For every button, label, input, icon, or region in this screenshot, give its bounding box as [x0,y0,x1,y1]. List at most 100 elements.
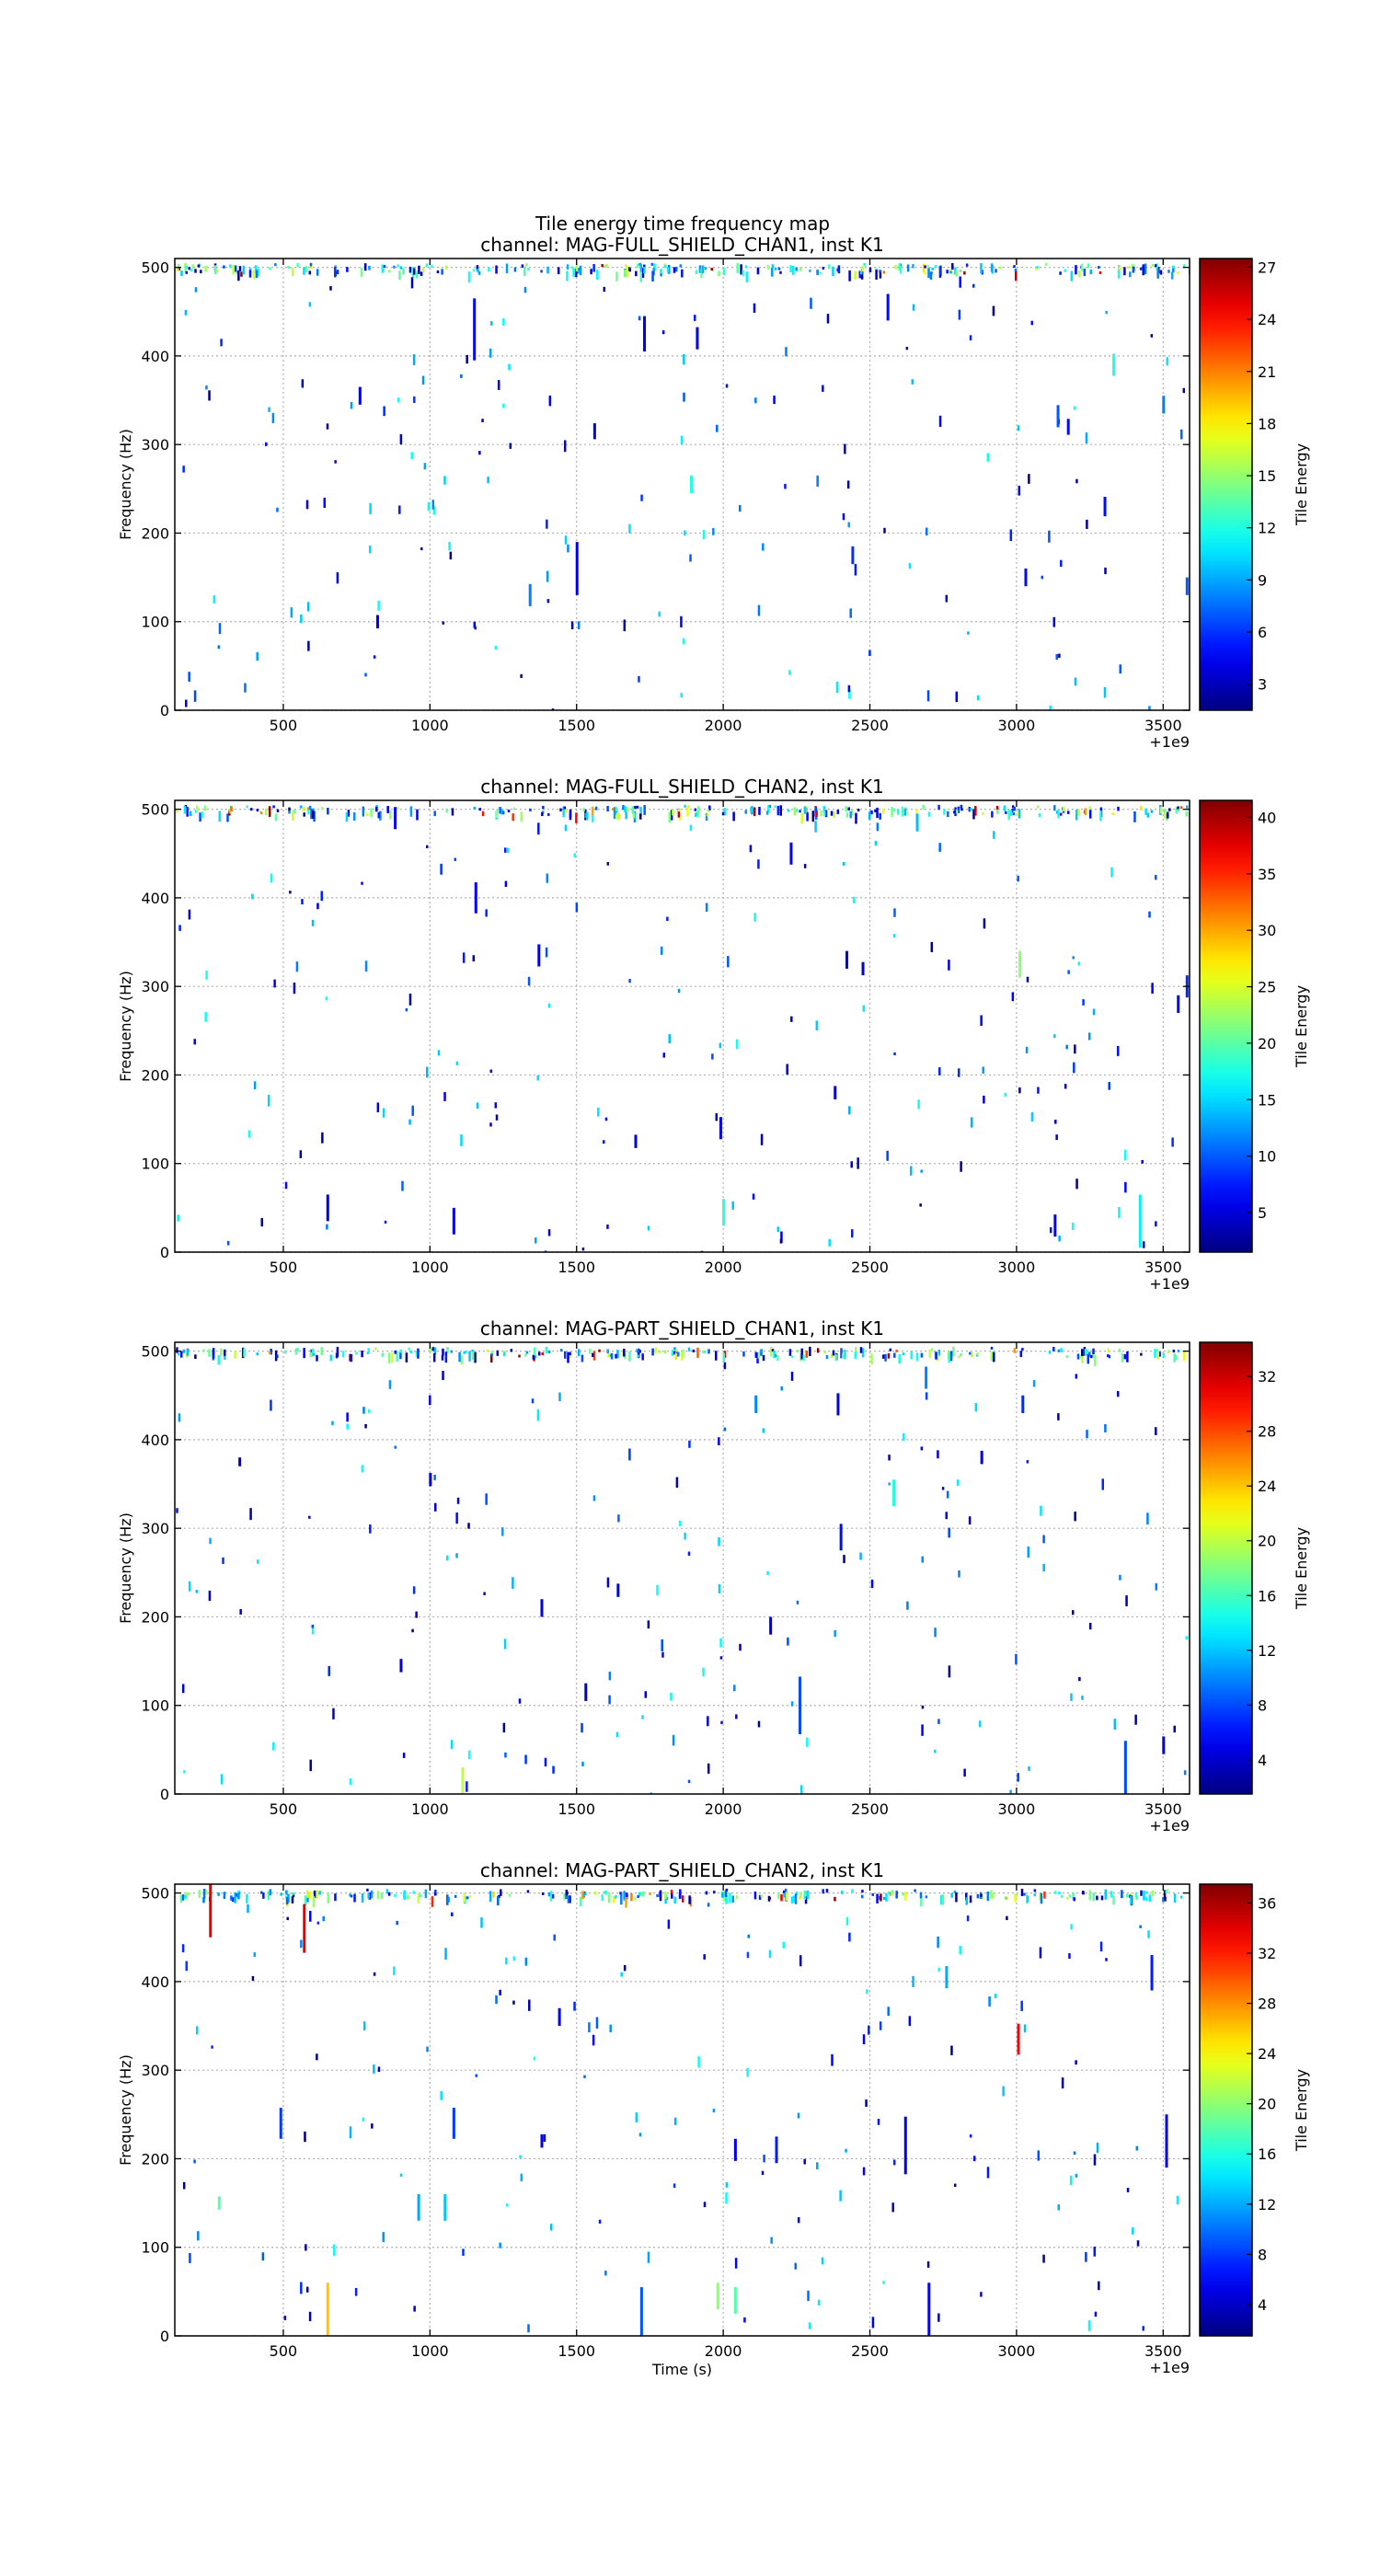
energy-tile [394,807,397,830]
energy-tile [861,961,865,976]
energy-tile [616,1583,620,1597]
x-tick-label: 1000 [411,717,449,734]
x-tick-label: 2500 [851,1800,889,1818]
colorbar-tick-label: 24 [1258,1478,1276,1495]
x-tick-label: 500 [270,1259,298,1276]
colorbar-tick-label: 12 [1258,1642,1276,1660]
axes-frame [174,799,1190,1253]
energy-tile [1017,2023,1020,2055]
energy-tile [1066,419,1070,435]
colorbar-tick-label: 25 [1258,979,1276,996]
y-tick-label: 100 [141,614,169,631]
energy-tile [461,1767,465,1794]
energy-tile [1112,353,1116,376]
grid [175,259,1190,711]
x-tick-label: 3000 [998,1800,1036,1818]
energy-tile [452,1207,455,1235]
colorbar [1199,799,1253,1253]
chart-title: channel: MAG-PART_SHIELD_CHAN2, inst K1 [480,1859,884,1881]
colorbar-tick-label: 16 [1258,1587,1276,1604]
energy-tile [945,1966,949,1989]
energy-tile [722,1199,726,1226]
x-tick-label: 1500 [558,717,595,734]
axes-frame [174,1341,1190,1795]
energy-tile [1185,577,1189,595]
energy-tile [639,2287,643,2336]
data-layer [177,262,1190,710]
energy-tile [1123,1741,1127,1794]
energy-tile [927,2283,931,2336]
colorbar-tick-label: 20 [1258,1035,1276,1052]
energy-tile [1165,2114,1168,2168]
colorbar-tick-label: 4 [1258,2296,1267,2314]
energy-tile [925,1366,928,1389]
energy-tile [1103,496,1107,517]
colorbar-tick-label: 28 [1258,1995,1276,2013]
chart-panel-4: channel: MAG-PART_SHIELD_CHAN2, inst K1 5… [117,1859,1310,2378]
x-tick-label: 2500 [851,1259,889,1276]
y-tick-label: 100 [141,2239,169,2257]
energy-tile [1018,950,1022,978]
x-tick-label: 3000 [998,1259,1036,1276]
y-tick-label: 0 [160,1244,169,1261]
energy-tile [775,2136,778,2164]
energy-tile [915,813,919,832]
colorbar-label: Tile Energy [1293,443,1310,526]
x-tick-label: 500 [270,1800,298,1818]
energy-tile [575,542,579,595]
grid [175,800,1190,1253]
y-tick-label: 100 [141,1156,169,1173]
colorbar-tick-label: 36 [1258,1894,1276,1912]
colorbar-tick-label: 30 [1258,922,1276,939]
y-tick-label: 200 [141,1608,169,1626]
energy-tile [592,423,596,440]
energy-tile [326,2283,329,2336]
x-tick-label: 2000 [705,1800,742,1818]
energy-tile [845,950,849,969]
energy-tile [903,2116,907,2175]
energy-tile [886,293,890,321]
colorbar-label: Tile Energy [1293,2069,1310,2152]
energy-tile [754,1395,758,1414]
energy-tile [238,1457,242,1466]
x-tick-label: 1000 [411,1800,449,1818]
energy-tile [1056,405,1060,428]
x-tick-label: 3500 [1144,1259,1182,1276]
x-tick-label: 1500 [558,2342,595,2360]
y-tick-label: 500 [141,801,169,819]
colorbar-tick-label: 32 [1258,1368,1276,1386]
y-tick-label: 300 [141,2062,169,2079]
colorbar-tick-label: 15 [1258,467,1276,485]
colorbar-tick-label: 4 [1258,1752,1267,1769]
y-tick-label: 200 [141,524,169,542]
x-tick-label: 3500 [1144,717,1182,734]
energy-tile [733,2138,737,2161]
energy-tile [558,2007,561,2027]
x-axis-label: Time (s) [651,2361,712,2378]
colorbar-tick-label: 18 [1258,415,1276,432]
x-tick-label: 3000 [998,717,1036,734]
energy-tile [836,1393,840,1416]
energy-tile [375,615,379,628]
energy-tile [474,882,477,914]
y-tick-label: 400 [141,1973,169,1991]
energy-tile [528,583,532,606]
colorbar-label: Tile Energy [1293,1527,1310,1610]
energy-tile [769,1616,773,1635]
energy-tile [1162,1736,1166,1754]
y-tick-label: 500 [141,1885,169,1903]
chart-panel-1: channel: MAG-FULL_SHIELD_CHAN1, inst K1 5… [117,234,1310,751]
energy-tile [417,2193,420,2221]
colorbar [1199,258,1253,711]
x-tick-label: 3000 [998,2342,1036,2360]
energy-tile [1162,396,1166,414]
colorbar-tick-label: 12 [1258,2196,1276,2214]
colorbar-tick-label: 20 [1258,2096,1276,2113]
x-tick-label: 2000 [705,717,742,734]
figure-suptitle: Tile energy time frequency map [535,213,830,235]
colorbar-tick-label: 6 [1258,624,1267,641]
x-tick-label: 3500 [1144,2342,1182,2360]
energy-tile [279,2108,282,2139]
y-tick-label: 0 [160,2328,169,2345]
y-tick-label: 0 [160,702,169,719]
